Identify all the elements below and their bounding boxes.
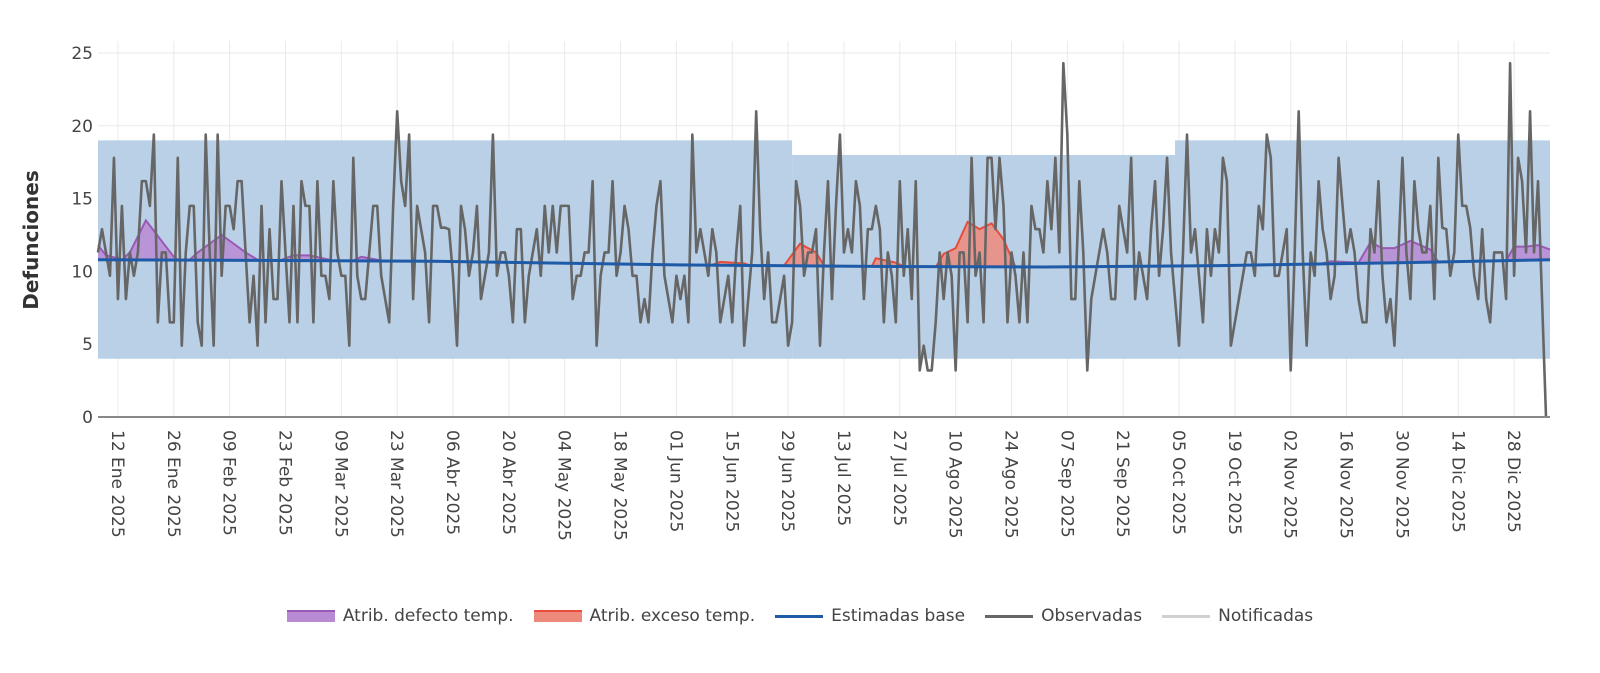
y-tick-label: 20 bbox=[71, 117, 93, 137]
legend-label: Atrib. defecto temp. bbox=[342, 606, 514, 626]
x-tick-label: 09 Mar 2025 bbox=[330, 430, 350, 538]
x-axis: 12 Ene 2025 26 Ene 2025 09 Feb 2025 23 Feb … bbox=[107, 430, 1523, 541]
x-tick-label: 01 Jun 2025 bbox=[665, 430, 685, 532]
legend-label: Observadas bbox=[1041, 606, 1143, 626]
y-tick-label: 0 bbox=[82, 408, 93, 428]
area-outline bbox=[97, 218, 179, 261]
legend-swatch bbox=[775, 614, 824, 618]
legend-label: Notificadas bbox=[1218, 606, 1314, 626]
y-tick-label: 25 bbox=[71, 44, 93, 64]
x-tick-label: 21 Sep 2025 bbox=[1112, 430, 1132, 538]
x-tick-label: 20 Abr 2025 bbox=[498, 430, 518, 535]
x-tick-label: 10 Ago 2025 bbox=[945, 430, 965, 539]
x-tick-label: 05 Oct 2025 bbox=[1168, 430, 1188, 535]
x-tick-label: 13 Jul 2025 bbox=[833, 430, 853, 526]
x-tick-label: 02 Nov 2025 bbox=[1280, 430, 1300, 539]
x-tick-label: 15 Jun 2025 bbox=[721, 430, 741, 532]
legend-label: Atrib. exceso temp. bbox=[589, 606, 756, 626]
legend-label: Estimadas base bbox=[831, 606, 966, 626]
observadas-line bbox=[96, 61, 1548, 418]
legend-item-notificadas[interactable]: Notificadas bbox=[1162, 606, 1313, 626]
x-tick-label: 09 Feb 2025 bbox=[219, 430, 239, 536]
area-outline bbox=[783, 242, 825, 267]
y-axis: 0 5 10 15 20 25 bbox=[71, 44, 93, 428]
x-tick-label: 30 Nov 2025 bbox=[1391, 430, 1411, 539]
legend-swatch bbox=[533, 610, 582, 622]
x-tick-label: 27 Jul 2025 bbox=[889, 430, 909, 526]
y-tick-label: 5 bbox=[82, 335, 93, 355]
x-tick-label: 07 Sep 2025 bbox=[1056, 430, 1076, 538]
series-lines bbox=[96, 61, 1551, 418]
x-tick-label: 14 Dic 2025 bbox=[1447, 430, 1467, 533]
x-tick-label: 16 Nov 2025 bbox=[1336, 430, 1356, 539]
x-tick-label: 12 Ene 2025 bbox=[107, 430, 127, 538]
legend-swatch bbox=[1162, 614, 1211, 618]
estimadas-base-line bbox=[97, 258, 1551, 269]
x-tick-label: 23 Feb 2025 bbox=[274, 430, 294, 536]
y-axis-title: Defunciones bbox=[19, 170, 43, 310]
legend: Atrib. defecto temp. Atrib. exceso temp.… bbox=[0, 606, 1600, 626]
legend-item-exceso[interactable]: Atrib. exceso temp. bbox=[533, 606, 756, 626]
legend-swatch bbox=[985, 614, 1034, 618]
legend-swatch bbox=[286, 610, 335, 622]
x-tick-label: 04 May 2025 bbox=[554, 430, 574, 541]
x-tick-label: 26 Ene 2025 bbox=[163, 430, 183, 538]
legend-item-defecto[interactable]: Atrib. defecto temp. bbox=[286, 606, 514, 626]
y-tick-label: 15 bbox=[71, 190, 93, 210]
chart: 0 5 10 15 20 25 12 Ene 2025 26 Ene 2025 09 Feb … bbox=[19, 41, 1551, 541]
legend-item-estimadas[interactable]: Estimadas base bbox=[775, 606, 965, 626]
x-tick-label: 18 May 2025 bbox=[610, 430, 630, 541]
x-tick-label: 23 Mar 2025 bbox=[386, 430, 406, 538]
legend-item-observadas[interactable]: Observadas bbox=[985, 606, 1142, 626]
x-tick-label: 06 Abr 2025 bbox=[442, 430, 462, 535]
x-tick-label: 19 Oct 2025 bbox=[1224, 430, 1244, 535]
x-tick-label: 29 Jun 2025 bbox=[777, 430, 797, 532]
x-tick-label: 24 Ago 2025 bbox=[1000, 430, 1020, 539]
area-outline bbox=[870, 257, 905, 268]
x-tick-label: 28 Dic 2025 bbox=[1503, 430, 1523, 533]
y-tick-label: 10 bbox=[71, 262, 93, 282]
